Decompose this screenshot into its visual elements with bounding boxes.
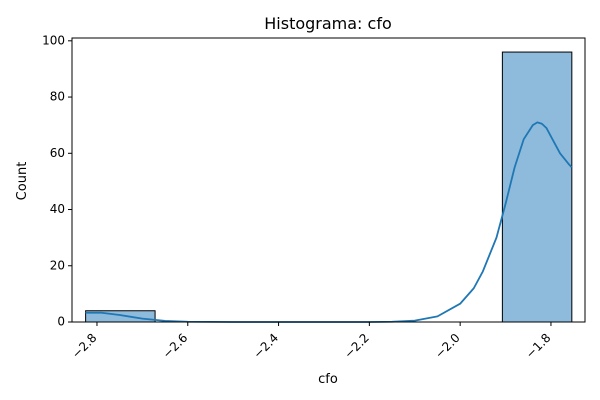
plot-frame xyxy=(71,37,586,323)
x-tick-label: −2.2 xyxy=(341,331,372,362)
x-axis-label: cfo xyxy=(318,372,338,387)
y-axis: 0 20 40 60 80 100 xyxy=(42,33,72,329)
x-tick-label: −1.8 xyxy=(523,331,554,362)
y-tick-label: 20 xyxy=(50,258,65,272)
y-axis-label: Count xyxy=(15,162,30,201)
x-tick-label: −2.8 xyxy=(69,331,100,362)
y-tick-label: 40 xyxy=(50,202,65,216)
y-tick-label: 100 xyxy=(42,33,65,47)
x-tick-label: −2.4 xyxy=(251,331,282,362)
y-tick-label: 80 xyxy=(50,90,65,104)
y-tick-label: 60 xyxy=(50,146,65,160)
x-axis: −2.8 −2.6 −2.4 −2.2 −2.0 −1.8 xyxy=(69,322,554,362)
y-tick-label: 0 xyxy=(57,315,65,329)
x-tick-label: −2.0 xyxy=(432,331,463,362)
chart-title: Histograma: cfo xyxy=(264,14,392,33)
plot-area xyxy=(71,37,586,323)
histogram-bar xyxy=(501,51,573,323)
kde-line xyxy=(85,121,573,323)
x-tick-label: −2.6 xyxy=(160,331,191,362)
